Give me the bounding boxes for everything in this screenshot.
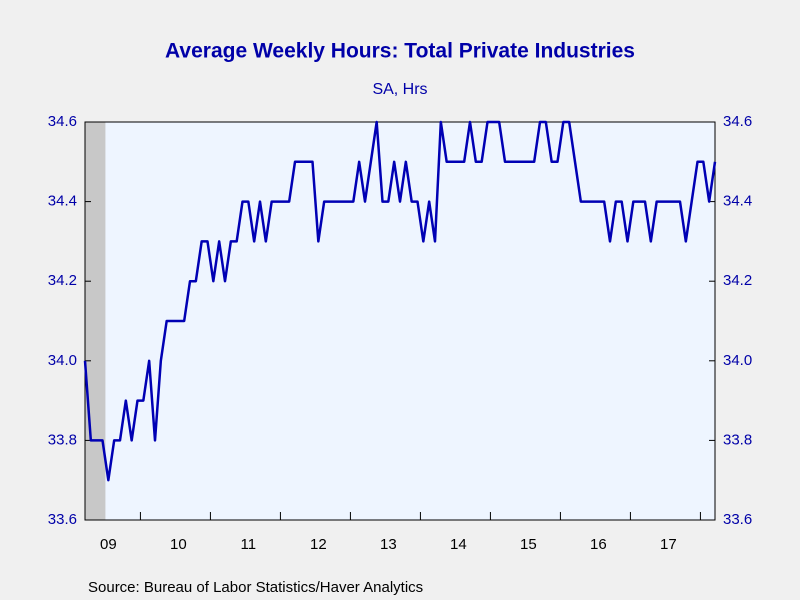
recession-shade — [85, 122, 106, 520]
x-tick-label: 17 — [660, 536, 677, 553]
y-tick-label: 34.6 — [48, 113, 77, 130]
y-tick-label: 33.6 — [48, 511, 77, 528]
chart-subtitle: SA, Hrs — [372, 81, 427, 98]
x-tick-label: 13 — [380, 536, 397, 553]
x-tick-label: 14 — [450, 536, 467, 553]
y-tick-label: 33.8 — [48, 431, 77, 448]
y2-tick-label: 33.6 — [723, 511, 752, 528]
y2-tick-label: 34.2 — [723, 272, 752, 289]
y-tick-label: 34.0 — [48, 352, 77, 369]
source-note: Source: Bureau of Labor Statistics/Haver… — [88, 579, 423, 596]
chart-title: Average Weekly Hours: Total Private Indu… — [165, 40, 635, 63]
plot-area — [85, 122, 715, 520]
x-tick-label: 16 — [590, 536, 607, 553]
x-tick-label: 11 — [241, 536, 257, 553]
y2-tick-label: 33.8 — [723, 431, 752, 448]
y-tick-label: 34.2 — [48, 272, 77, 289]
x-tick-label: 15 — [520, 536, 537, 553]
x-tick-label: 10 — [170, 536, 187, 553]
data-line — [83, 120, 717, 482]
x-tick-label: 09 — [100, 536, 117, 553]
x-tick-label: 12 — [310, 536, 327, 553]
plot-frame — [84, 121, 716, 521]
y2-tick-label: 34.4 — [723, 193, 752, 210]
y2-tick-label: 34.6 — [723, 113, 752, 130]
y2-tick-label: 34.0 — [723, 352, 752, 369]
y-tick-label: 34.4 — [48, 193, 77, 210]
